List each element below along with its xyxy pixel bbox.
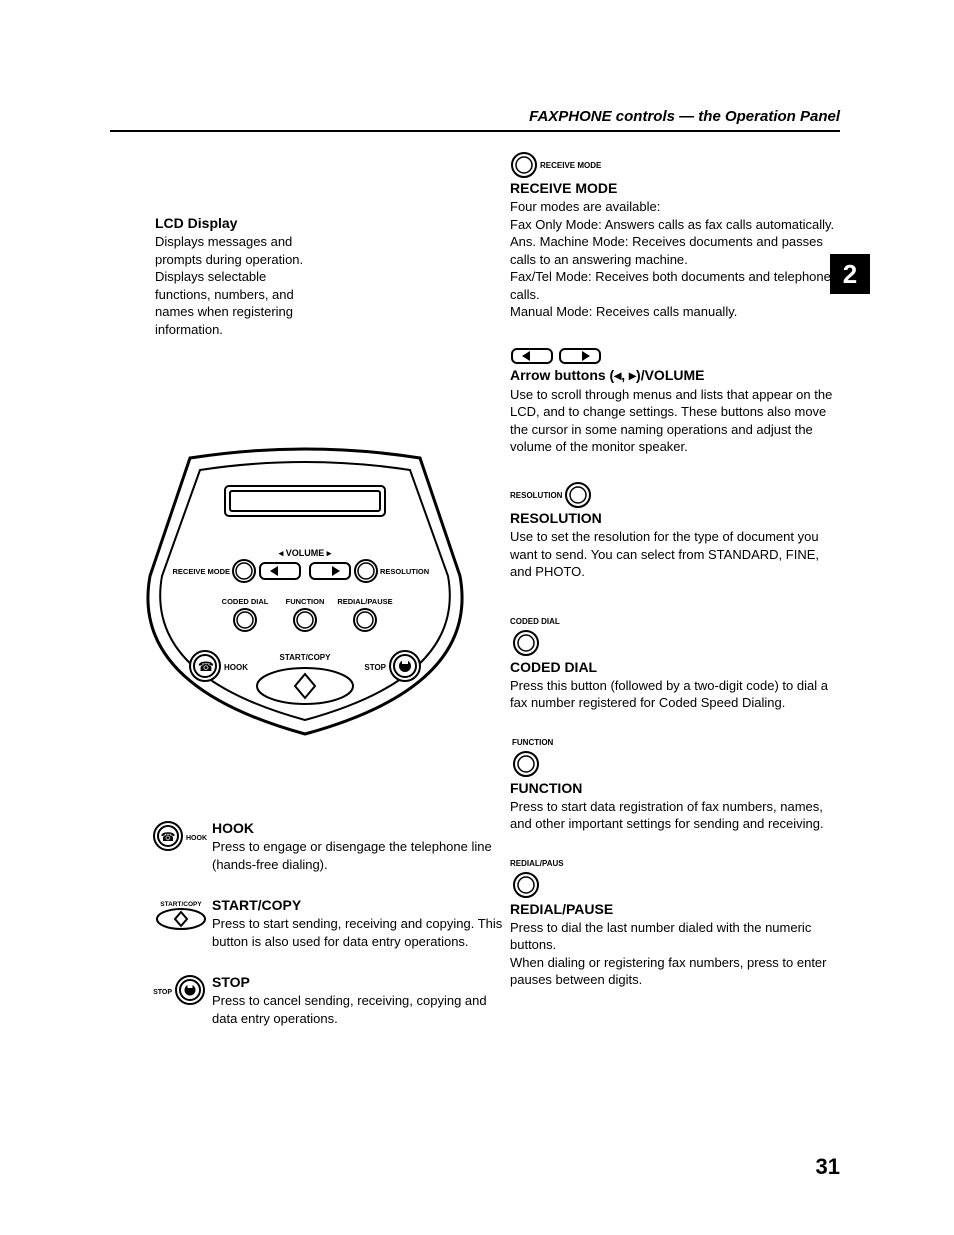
page-header: FAXPHONE controls — the Operation Panel (529, 108, 840, 125)
arrow-body: Use to scroll through menus and lists th… (510, 386, 840, 456)
svg-text:STOP: STOP (364, 663, 386, 672)
svg-text:FUNCTION: FUNCTION (286, 597, 325, 606)
resolution-body: Use to set the resolution for the type o… (510, 528, 840, 581)
svg-text:HOOK: HOOK (224, 663, 248, 672)
svg-text:RESOLUTION: RESOLUTION (380, 567, 429, 576)
page-number: 31 (816, 1154, 840, 1180)
resolution-button-icon: RESOLUTION (510, 480, 630, 510)
svg-text:RECEIVE MODE: RECEIVE MODE (172, 567, 230, 576)
hook-body: Press to engage or disengage the telepho… (212, 838, 512, 873)
resolution-heading: RESOLUTION (510, 510, 840, 526)
function-button-icon: FUNCTION (510, 736, 590, 780)
svg-text:CODED DIAL: CODED DIAL (510, 617, 560, 626)
svg-text:STOP: STOP (153, 989, 172, 996)
svg-text:☎: ☎ (161, 830, 176, 844)
svg-text:REDIAL/PAUSE: REDIAL/PAUSE (337, 597, 392, 606)
stop-heading: STOP (212, 974, 512, 990)
operation-panel-diagram: ◂ VOLUME ▸ RECEIVE MODE RESOLUTION CODED… (130, 446, 480, 746)
receive-mode-heading: RECEIVE MODE (510, 180, 840, 196)
svg-text:REDIAL/PAUS: REDIAL/PAUS (510, 859, 564, 868)
redial-heading: REDIAL/PAUSE (510, 901, 840, 917)
lcd-body: Displays messages and prompts during ope… (155, 233, 325, 338)
stop-button-icon: STOP (152, 974, 212, 1027)
start-copy-heading: START/COPY (212, 897, 512, 913)
svg-text:FUNCTION: FUNCTION (512, 738, 554, 747)
redial-pause-button-icon: REDIAL/PAUS (510, 857, 600, 901)
function-body: Press to start data registration of fax … (510, 798, 840, 833)
svg-text:☎: ☎ (198, 659, 214, 674)
hook-button-icon: ☎ HOOK (152, 820, 212, 873)
start-copy-button-icon: START/COPY (152, 897, 212, 950)
start-copy-body: Press to start sending, receiving and co… (212, 915, 512, 950)
arrow-heading: Arrow buttons (◂, ▸)/VOLUME (510, 367, 840, 384)
header-rule (110, 130, 840, 132)
coded-dial-button-icon: CODED DIAL (510, 615, 590, 659)
receive-mode-icon-label: RECEIVE MODE (540, 161, 602, 170)
svg-text:◂ VOLUME ▸: ◂ VOLUME ▸ (278, 548, 332, 558)
receive-mode-body: Four modes are available: Fax Only Mode:… (510, 198, 840, 321)
hook-heading: HOOK (212, 820, 512, 836)
coded-dial-heading: CODED DIAL (510, 659, 840, 675)
stop-body: Press to cancel sending, receiving, copy… (212, 992, 512, 1027)
svg-text:START/COPY: START/COPY (280, 653, 332, 662)
coded-dial-body: Press this button (followed by a two-dig… (510, 677, 840, 712)
function-heading: FUNCTION (510, 780, 840, 796)
svg-text:START/COPY: START/COPY (160, 901, 202, 908)
svg-text:RESOLUTION: RESOLUTION (510, 491, 563, 500)
redial-body: Press to dial the last number dialed wit… (510, 919, 840, 989)
arrow-rocker-icon (510, 345, 610, 367)
svg-text:HOOK: HOOK (186, 835, 207, 842)
lcd-heading: LCD Display (155, 215, 325, 231)
svg-text:CODED DIAL: CODED DIAL (222, 597, 269, 606)
receive-mode-button-icon: RECEIVE MODE (510, 150, 630, 180)
